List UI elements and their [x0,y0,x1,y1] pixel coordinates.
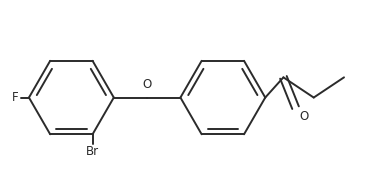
Text: O: O [142,78,152,92]
Text: F: F [12,91,19,104]
Text: Br: Br [86,145,99,158]
Text: O: O [300,110,309,123]
